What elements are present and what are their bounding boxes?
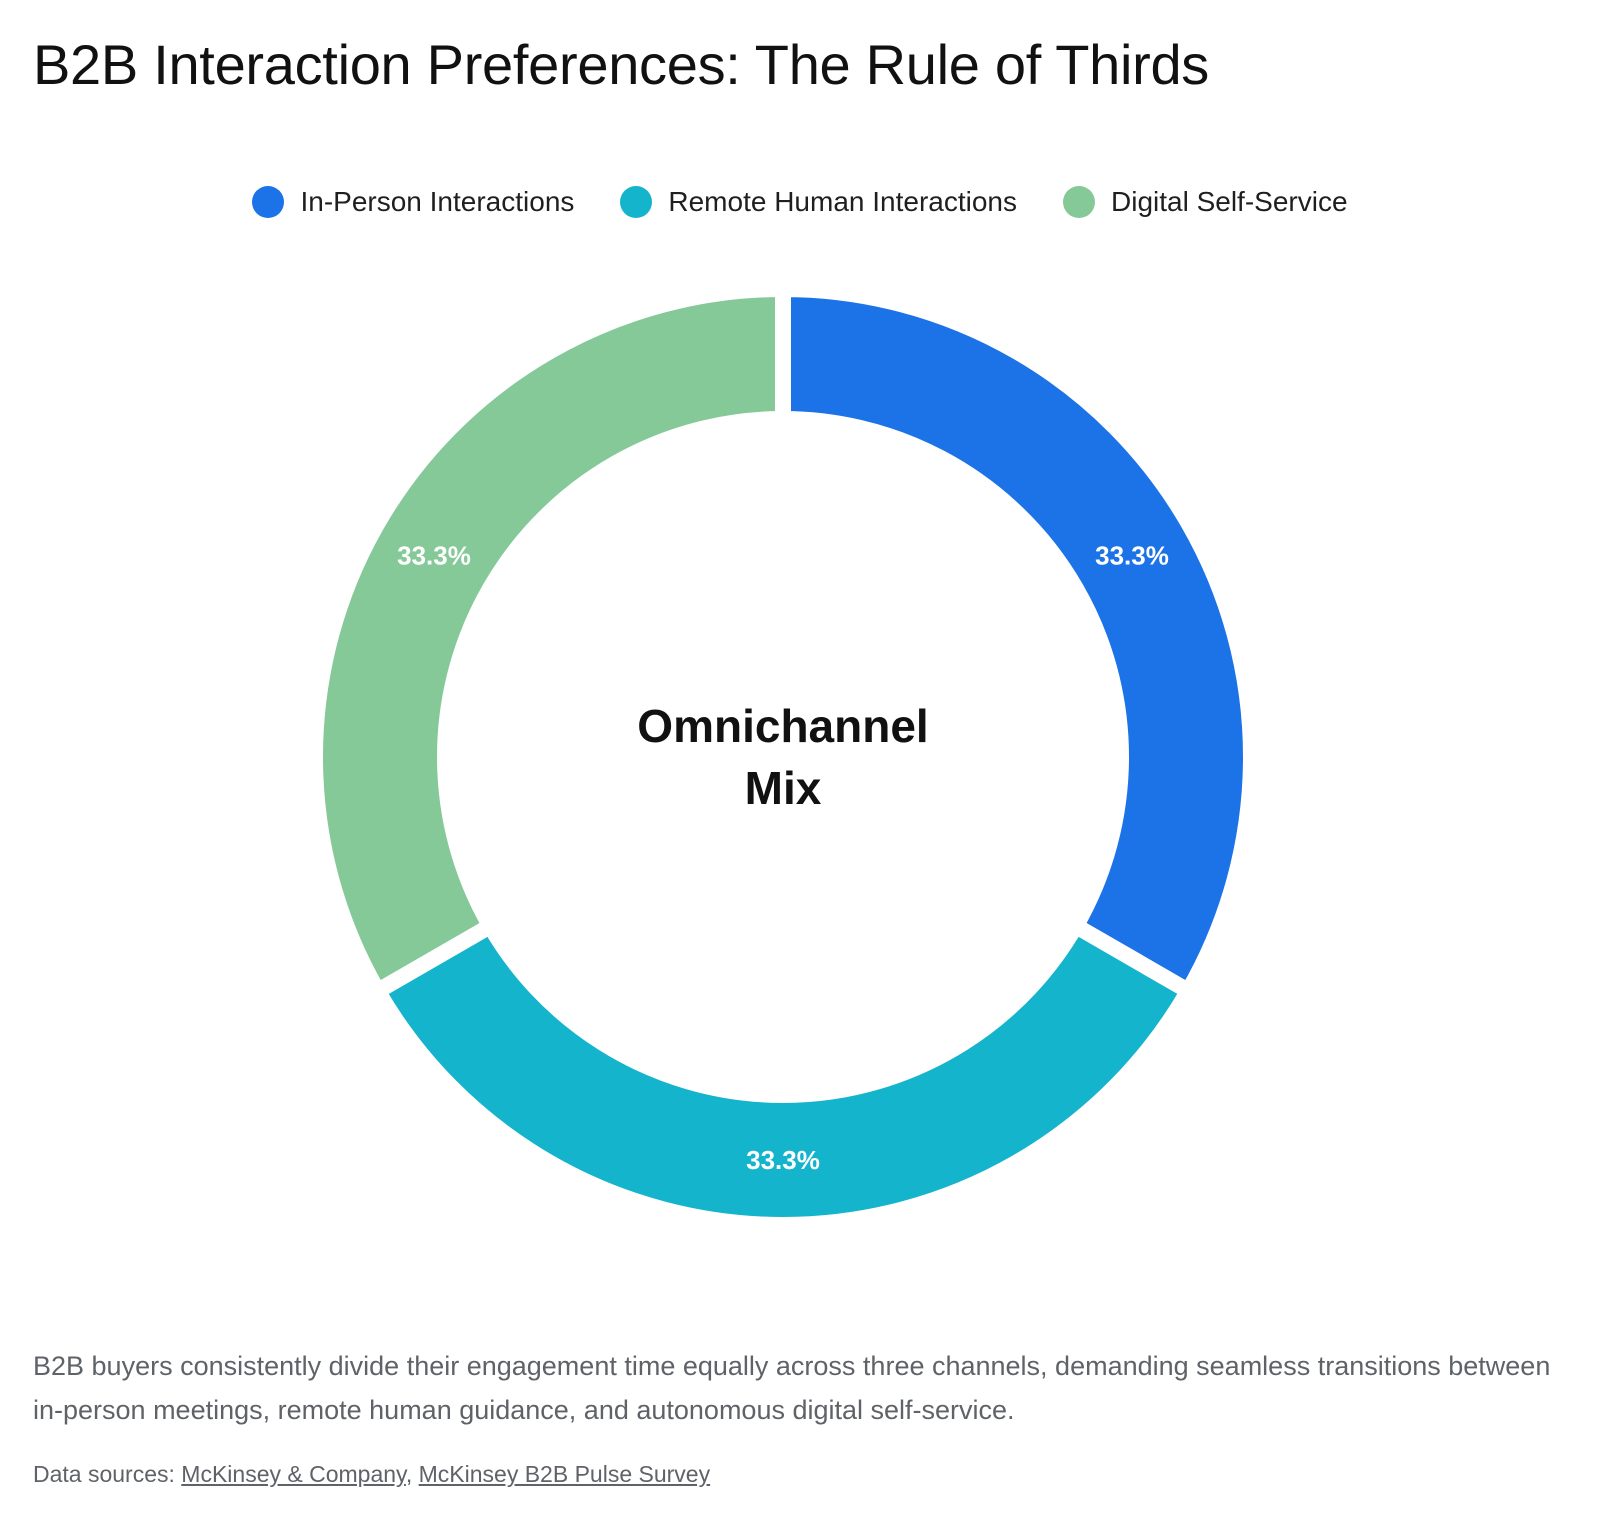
chart-description: B2B buyers consistently divide their eng…: [33, 1351, 1551, 1425]
donut-slice-remote-human-interactions: [366, 915, 1200, 1233]
legend-label-remote-human: Remote Human Interactions: [668, 186, 1017, 217]
donut-slice-in-person-interactions: [775, 280, 1259, 1002]
slice-label-digital-self-service: 33.3%: [397, 541, 471, 571]
slice-label-remote-human-interactions: 33.3%: [746, 1145, 820, 1175]
legend-item-digital-self-service: Digital Self-Service: [1063, 186, 1348, 218]
donut-chart: 33.3% 33.3% 33.3% Omnichannel Mix: [307, 280, 1259, 1233]
data-sources: Data sources: McKinsey & Company, McKins…: [33, 1461, 710, 1488]
legend-label-digital-self-service: Digital Self-Service: [1111, 186, 1348, 217]
legend-swatch-digital-self-service: [1063, 186, 1095, 218]
legend-swatch-remote-human: [620, 186, 653, 218]
legend-swatch-in-person: [252, 186, 285, 218]
legend-label-in-person: In-Person Interactions: [300, 186, 575, 217]
source-link-mckinsey-b2b-pulse-survey[interactable]: McKinsey B2B Pulse Survey: [418, 1461, 711, 1487]
chart-legend: In-Person Interactions Remote Human Inte…: [0, 186, 1600, 218]
center-label-line-2: Mix: [745, 762, 822, 814]
chart-title: B2B Interaction Preferences: The Rule of…: [33, 33, 1210, 96]
legend-item-remote-human: Remote Human Interactions: [620, 186, 1017, 218]
sources-separator: ,: [405, 1461, 413, 1487]
sources-prefix: Data sources:: [33, 1461, 175, 1487]
donut-slice-digital-self-service: [307, 280, 791, 1002]
legend-item-in-person: In-Person Interactions: [252, 186, 574, 218]
slice-label-in-person-interactions: 33.3%: [1095, 541, 1169, 571]
source-link-mckinsey-company[interactable]: McKinsey & Company: [181, 1461, 406, 1487]
center-label-line-1: Omnichannel: [637, 700, 928, 752]
